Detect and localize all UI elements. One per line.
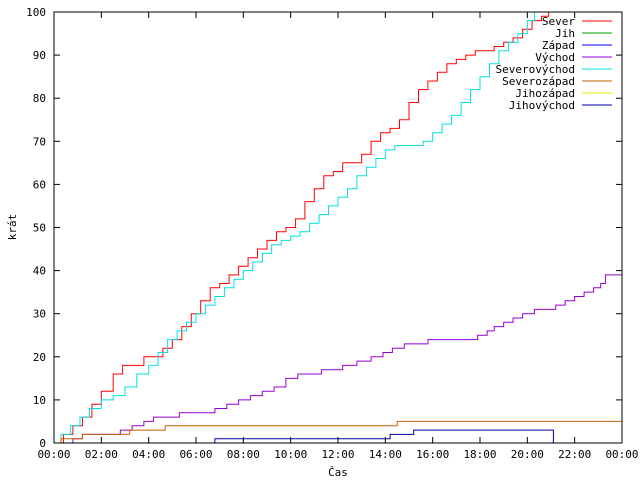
legend-label-jihovychod: Jihovýchod: [509, 99, 575, 112]
x-tick-label: 12:00: [321, 448, 354, 461]
y-tick-label: 0: [39, 437, 46, 450]
plot-area: [54, 12, 623, 444]
legend-label-severovychod: Severovýchod: [496, 63, 575, 76]
x-tick-label: 06:00: [179, 448, 212, 461]
legend-label-jihozapad: Jihozápad: [515, 87, 575, 100]
y-tick-label: 60: [33, 178, 46, 191]
x-axis-label: Čas: [328, 466, 348, 479]
y-tick-label: 70: [33, 135, 46, 148]
x-tick-label: 22:00: [558, 448, 591, 461]
x-tick-label: 10:00: [274, 448, 307, 461]
x-tick-label: 02:00: [85, 448, 118, 461]
series-line-jihovychod: [54, 429, 554, 444]
y-tick-label: 30: [33, 308, 46, 321]
series-line-severovychod: [54, 12, 535, 444]
x-tick-label: 08:00: [227, 448, 260, 461]
y-tick-label: 90: [33, 49, 46, 62]
axis-ticks: 0 10 20 30 40 50 60 70 80 90 100 00:00 02:00 04:00 06:…: [26, 6, 638, 461]
y-tick-label: 100: [26, 6, 46, 19]
x-tick-label: 20:00: [511, 448, 544, 461]
plot-frame: [53, 11, 623, 444]
y-axis-label: krát: [6, 214, 19, 241]
legend-label-sever: Sever: [542, 15, 575, 28]
series-line-sever: [54, 12, 550, 444]
x-tick-label: 00:00: [37, 448, 70, 461]
x-tick-label: 16:00: [416, 448, 449, 461]
legend-label-zapad: Západ: [542, 39, 575, 52]
y-tick-label: 80: [33, 92, 46, 105]
series-line-severozapad: [54, 420, 622, 444]
x-tick-label: 00:00: [605, 448, 638, 461]
series-line-vychod: [54, 270, 623, 444]
x-tick-label: 04:00: [132, 448, 165, 461]
legend: SeverJihZápadVýchodSeverovýchodSeverozáp…: [496, 15, 612, 112]
legend-label-vychod: Východ: [535, 51, 575, 64]
y-tick-label: 20: [33, 351, 46, 364]
x-tick-label: 14:00: [369, 448, 402, 461]
legend-label-severozapad: Severozápad: [502, 75, 575, 88]
y-tick-label: 50: [33, 222, 46, 235]
y-tick-label: 40: [33, 265, 46, 278]
legend-label-jih: Jih: [555, 27, 575, 40]
x-tick-label: 18:00: [463, 448, 496, 461]
y-tick-label: 10: [33, 394, 46, 407]
